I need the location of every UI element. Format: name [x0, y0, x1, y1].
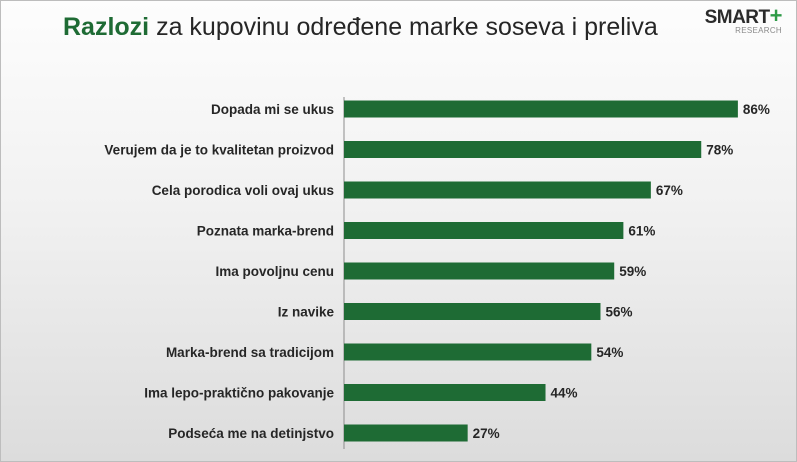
bar	[344, 303, 601, 320]
chart-title: Razlozi za kupovinu određene marke sosev…	[63, 13, 658, 42]
value-label: 86%	[743, 102, 770, 117]
logo-brand-text: SMART	[704, 7, 771, 28]
value-label: 27%	[473, 426, 500, 441]
bar	[344, 181, 651, 199]
bar	[344, 100, 738, 118]
category-label: Dopada mi se ukus	[211, 102, 334, 117]
bar	[344, 222, 624, 239]
bar	[344, 141, 702, 158]
category-label: Iz navike	[278, 305, 335, 320]
title-accent: Razlozi	[63, 13, 150, 41]
value-label: 61%	[628, 224, 655, 239]
value-label: 54%	[596, 345, 623, 360]
bars: Dopada mi se ukus 86% Verujem da je to kva…	[104, 100, 770, 442]
value-label: 59%	[619, 264, 646, 279]
category-label: Cela porodica voli ovaj ukus	[152, 183, 334, 198]
value-label: 56%	[605, 305, 632, 320]
logo-sub: RESEARCH	[735, 26, 782, 35]
smart-research-logo: SMART+ RESEARCH	[694, 3, 783, 36]
category-label: Ima lepo-praktično pakovanje	[144, 386, 334, 401]
category-label: Podseća me na detinjstvo	[168, 426, 334, 441]
logo-brand: SMART+	[694, 3, 783, 29]
logo-plus: +	[769, 3, 783, 28]
value-label: 67%	[656, 183, 683, 198]
value-label: 78%	[706, 143, 733, 158]
value-label: 44%	[551, 386, 578, 401]
bar	[344, 343, 592, 361]
category-label: Verujem da je to kvalitetan proizvod	[104, 143, 334, 158]
bar	[344, 424, 468, 442]
title-rest: za kupovinu određene marke soseva i prel…	[149, 13, 658, 41]
category-label: Ima povoljnu cenu	[215, 264, 334, 279]
category-label: Marka-brend sa tradicijom	[166, 345, 334, 360]
bar	[344, 384, 546, 401]
category-label: Poznata marka-brend	[197, 224, 334, 239]
bar	[344, 262, 615, 280]
